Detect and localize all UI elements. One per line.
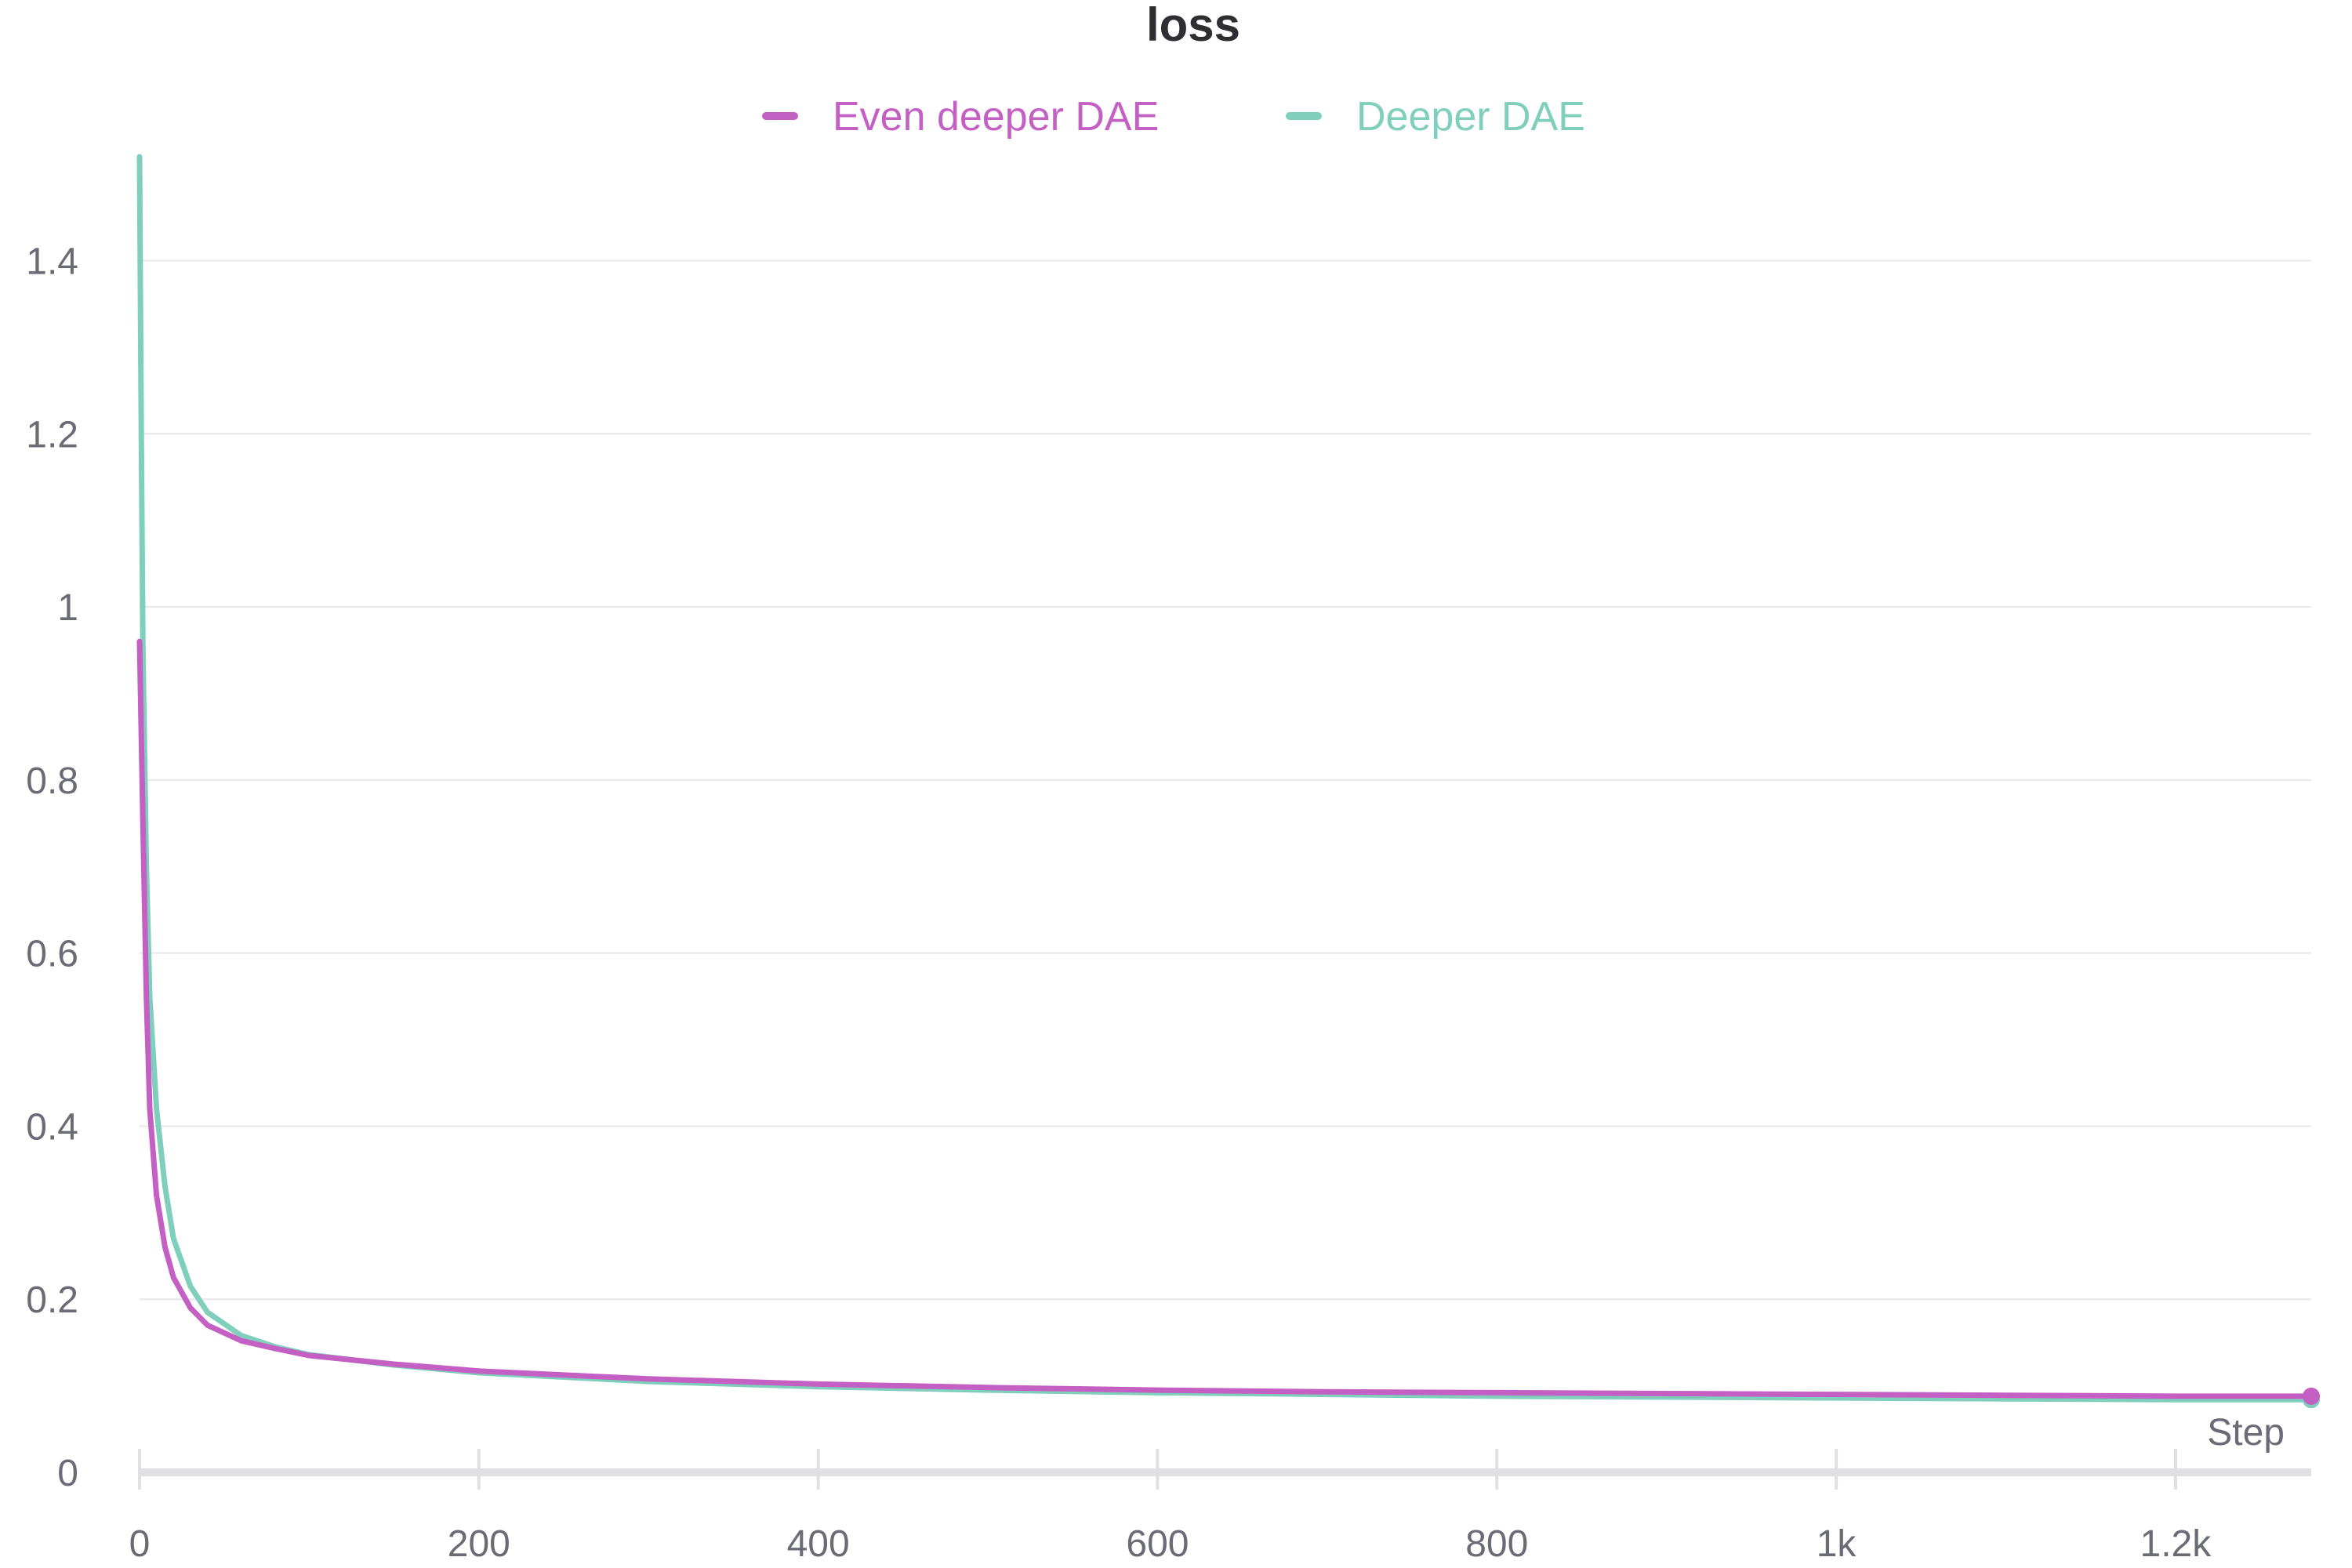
x-axis-label: Step [2207,1412,2285,1454]
y-tick-label: 1.4 [26,241,78,282]
legend-label-deeper-dae: Deeper DAE [1356,94,1585,140]
y-tick-label: 0.4 [26,1106,78,1148]
x-axis: 0 200 400 600 800 1k 1.2k [129,1449,2311,1565]
chart-title: loss [1146,0,1240,51]
legend: Even deeper DAE Deeper DAE [762,94,1585,140]
x-tick-label: 1.2k [2140,1523,2212,1565]
x-tick-label: 200 [448,1523,510,1565]
x-tick-label: 0 [129,1523,151,1565]
y-tick-label: 0.2 [26,1279,78,1321]
plot-series [136,154,2320,1409]
y-axis-ticks: 0 0.2 0.4 0.6 0.8 1 1.2 1.4 [26,241,78,1494]
series-line-even-deeper-dae [136,638,2314,1399]
y-tick-label: 1 [57,587,78,629]
y-tick-label: 0.6 [26,934,78,975]
y-tick-label: 0 [57,1453,78,1494]
x-tick-label: 800 [1465,1523,1528,1565]
x-tick-label: 400 [787,1523,850,1565]
series-endpoint-even-deeper-dae [2303,1387,2320,1405]
x-tick-label: 600 [1126,1523,1189,1565]
y-tick-label: 1.2 [26,414,78,456]
x-tick-label: 1k [1817,1523,1857,1565]
legend-item-deeper-dae[interactable]: Deeper DAE [1286,94,1585,140]
grid-lines [140,260,2311,1301]
legend-item-even-deeper-dae[interactable]: Even deeper DAE [762,94,1159,140]
y-tick-label: 0.8 [26,760,78,802]
legend-label-even-deeper-dae: Even deeper DAE [833,94,1159,140]
series-line-deeper-dae [136,154,2314,1403]
legend-swatch-deeper-dae [1286,112,1322,120]
legend-swatch-even-deeper-dae [762,112,798,120]
